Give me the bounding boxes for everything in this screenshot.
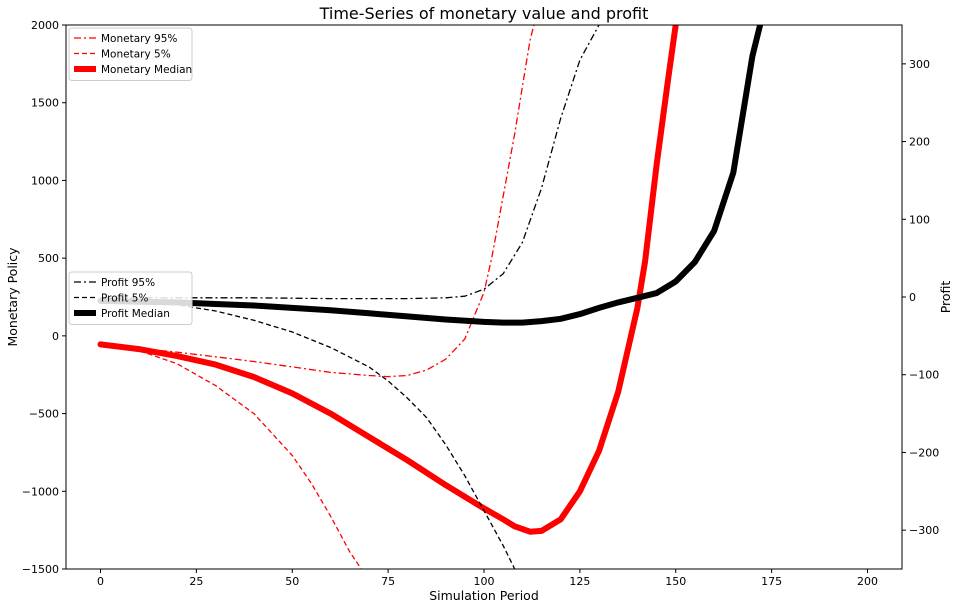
legend-label: Monetary 5% — [101, 49, 171, 61]
chart-title: Time-Series of monetary value and profit — [319, 4, 649, 23]
x-tick-label: 75 — [381, 575, 395, 588]
x-tick-label: 150 — [665, 575, 686, 588]
right-y-axis-label: Profit — [938, 281, 953, 314]
x-tick-label: 100 — [474, 575, 495, 588]
x-tick-label: 25 — [189, 575, 203, 588]
left-y-tick-label: 0 — [52, 330, 59, 343]
right-y-tick-label: 0 — [909, 291, 916, 304]
plot-area — [97, 25, 764, 569]
series-line-monetary-5 — [100, 343, 362, 569]
series-line-profit-median — [97, 25, 764, 326]
x-tick-label: 0 — [97, 575, 104, 588]
right-y-tick-label: −300 — [909, 524, 939, 537]
right-y-tick-label: 200 — [909, 136, 930, 149]
left-y-axis-label: Monetary Policy — [5, 247, 20, 347]
left-y-tick-label: 1500 — [31, 97, 59, 110]
profit-legend: Profit 95% Profit 5% Profit Median — [68, 271, 193, 325]
left-y-tick-label: −1000 — [22, 485, 59, 498]
legend-box — [68, 27, 193, 81]
series-line-profit-95 — [100, 25, 600, 300]
x-tick-label: 50 — [285, 575, 299, 588]
legend-box — [68, 271, 193, 325]
x-tick-label: 125 — [569, 575, 590, 588]
monetary-legend: Monetary 95% Monetary 5% Monetary Median — [68, 27, 193, 81]
series-line-profit-5 — [100, 297, 516, 569]
legend-label: Profit 5% — [101, 293, 148, 305]
axes-layer: 0 25 50 75 100 125 150 175 200−1500−1000−5000500… — [22, 19, 939, 588]
series-line-monetary-95 — [100, 25, 535, 378]
legend-label: Monetary 95% — [101, 33, 177, 45]
right-y-tick-label: −200 — [909, 446, 939, 459]
x-axis-label: Simulation Period — [429, 588, 539, 603]
right-y-tick-label: 300 — [909, 58, 930, 71]
left-y-tick-label: −500 — [29, 408, 59, 421]
left-y-tick-label: 500 — [38, 252, 59, 265]
legend-label: Profit 95% — [101, 277, 155, 289]
right-y-tick-label: −100 — [909, 369, 939, 382]
x-tick-label: 200 — [857, 575, 878, 588]
x-tick-label: 175 — [761, 575, 782, 588]
left-y-tick-label: −1500 — [22, 563, 59, 576]
right-y-tick-label: 100 — [909, 213, 930, 226]
left-y-tick-label: 1000 — [31, 174, 59, 187]
legend-label: Monetary Median — [101, 64, 192, 76]
legend-label: Profit Median — [101, 308, 170, 320]
left-y-tick-label: 2000 — [31, 19, 59, 32]
